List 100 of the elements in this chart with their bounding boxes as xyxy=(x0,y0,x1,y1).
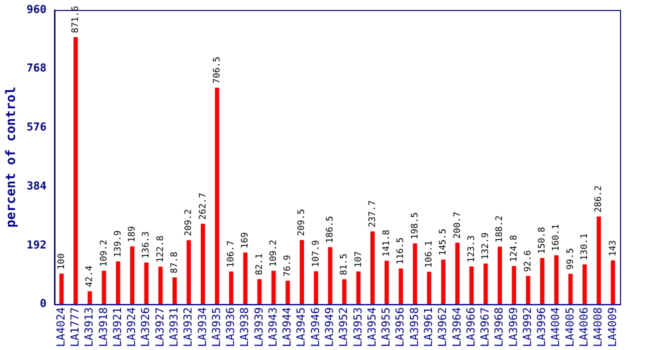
x-tick-label: LA3921 xyxy=(110,307,124,348)
bar xyxy=(116,261,120,304)
data-label: 262.7 xyxy=(198,192,208,220)
bar xyxy=(356,271,361,304)
x-tick-label: LA3939 xyxy=(252,307,266,348)
x-tick-label: LA3918 xyxy=(96,307,110,348)
x-tick-label: LA3931 xyxy=(168,307,181,348)
x-tick-label: LA3962 xyxy=(436,307,450,348)
data-label: 209.5 xyxy=(297,208,308,236)
x-tick-label: LA4006 xyxy=(578,307,591,348)
bar xyxy=(427,272,432,304)
data-label: 76.9 xyxy=(283,255,294,277)
bar xyxy=(59,274,64,304)
data-label: 92.6 xyxy=(523,250,534,272)
bar xyxy=(596,216,601,304)
data-label: 100 xyxy=(56,253,67,270)
x-tick-label: LA3946 xyxy=(308,307,322,348)
data-label: 136.3 xyxy=(142,231,152,258)
bar xyxy=(412,243,418,304)
bar xyxy=(540,258,544,304)
bar xyxy=(144,262,148,304)
x-tick-label: LA3955 xyxy=(380,307,393,348)
x-tick-label: LA3953 xyxy=(351,307,364,348)
x-tick-label: LA3958 xyxy=(408,307,421,348)
x-tick-label: LA3943 xyxy=(266,307,280,348)
data-label: 188.2 xyxy=(495,215,506,243)
x-tick-label: LA3968 xyxy=(492,307,506,348)
data-label: 150.8 xyxy=(538,226,548,254)
bar xyxy=(229,272,234,304)
bar xyxy=(610,260,616,304)
y-tick-label: 192 xyxy=(26,238,46,252)
y-tick-label: 576 xyxy=(26,120,47,134)
bar xyxy=(314,271,318,304)
bar xyxy=(342,279,346,304)
bar xyxy=(158,266,163,304)
bar xyxy=(498,246,502,304)
x-tick-label: LA3952 xyxy=(337,307,350,348)
data-label: 141.8 xyxy=(382,230,392,257)
bar xyxy=(328,247,332,304)
data-label: 139.9 xyxy=(113,230,124,258)
bar xyxy=(271,270,276,304)
y-tick-label: 0 xyxy=(40,297,46,310)
bar xyxy=(130,246,134,304)
x-tick-label: LA4005 xyxy=(563,307,576,348)
data-label: 237.7 xyxy=(368,200,378,228)
data-label: 143 xyxy=(608,240,618,256)
data-label: 107 xyxy=(354,251,364,268)
data-label: 123.3 xyxy=(466,235,477,262)
x-tick-label: LA4024 xyxy=(54,306,68,348)
data-label: 160.1 xyxy=(552,224,562,252)
bar xyxy=(469,266,474,304)
x-tick-label: LA3938 xyxy=(238,307,252,348)
bar xyxy=(484,264,488,304)
data-label: 286.2 xyxy=(594,185,604,213)
x-tick-label: LA3966 xyxy=(464,307,478,348)
x-tick-label: LA3954 xyxy=(365,306,378,348)
x-tick-label: LA3945 xyxy=(294,307,308,348)
x-tick-label: LA3949 xyxy=(323,307,336,348)
data-label: 706.5 xyxy=(212,56,222,84)
x-tick-label: LA3996 xyxy=(535,307,548,348)
x-tick-label: LA3944 xyxy=(280,306,294,348)
data-label: 169 xyxy=(240,232,251,248)
x-tick-label: LA3932 xyxy=(182,307,195,348)
bar xyxy=(398,268,403,304)
data-label: 130.1 xyxy=(580,233,590,260)
x-tick-label: LA3927 xyxy=(153,307,166,348)
bar xyxy=(384,260,389,304)
bar xyxy=(186,240,191,304)
bar xyxy=(74,37,78,304)
x-tick-label: LA4004 xyxy=(549,306,562,348)
bar xyxy=(243,252,248,304)
data-label: 87.8 xyxy=(170,252,180,274)
y-tick-label: 960 xyxy=(26,2,46,16)
bar xyxy=(441,260,446,304)
data-label: 106.7 xyxy=(226,240,237,268)
x-tick-label: LA4009 xyxy=(606,307,619,348)
x-tick-label: LA3956 xyxy=(394,307,407,348)
bar xyxy=(286,280,290,304)
x-tick-label: LA3969 xyxy=(506,307,520,348)
data-label: 109.2 xyxy=(268,240,279,267)
data-label: 81.5 xyxy=(340,254,350,276)
bar xyxy=(102,270,106,304)
data-label: 109.2 xyxy=(99,240,110,267)
x-tick-label: LA3964 xyxy=(450,306,464,348)
bar xyxy=(172,277,177,304)
x-tick-label: LA3926 xyxy=(139,307,152,348)
data-label: 42.4 xyxy=(85,266,96,288)
data-label: 106.1 xyxy=(424,240,434,268)
bar xyxy=(512,266,516,304)
bar xyxy=(300,240,304,304)
data-label: 186.5 xyxy=(326,216,336,244)
bar xyxy=(582,264,587,304)
bar xyxy=(554,255,558,304)
bar xyxy=(214,88,220,304)
x-tick-label: LA3913 xyxy=(82,307,96,348)
data-label: 116.5 xyxy=(396,237,406,265)
x-tick-label: LA3992 xyxy=(520,307,534,348)
x-tick-label: LA3935 xyxy=(210,307,223,348)
x-tick-label: LA1777 xyxy=(68,307,82,348)
data-label: 145.5 xyxy=(438,228,449,256)
